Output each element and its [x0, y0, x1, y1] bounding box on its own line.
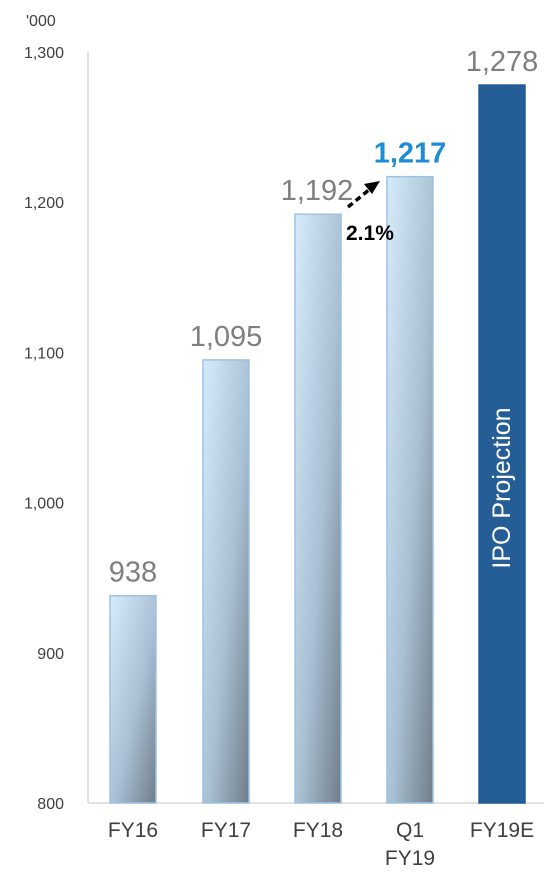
category-label: FY17: [201, 819, 251, 842]
y-tick-labels: 800 900 1,000 1,100 1,200 1,300: [24, 45, 64, 813]
category-label: Q1: [396, 819, 424, 842]
data-label: 1,095: [190, 321, 263, 353]
data-label: 938: [109, 557, 157, 589]
data-label: 1,278: [466, 46, 539, 78]
y-tick-label: 800: [37, 796, 64, 813]
y-tick-label: 1,200: [24, 195, 64, 212]
projection-bar-label: IPO Projection: [488, 407, 516, 568]
bars: IPO Projection: [109, 84, 526, 804]
bar: [294, 213, 342, 804]
data-label-highlight: 1,217: [374, 138, 447, 170]
y-tick-label: 1,000: [24, 496, 64, 513]
bar: [202, 359, 250, 804]
category-label: FY19E: [470, 819, 534, 842]
y-tick-label: 900: [37, 646, 64, 663]
bar: [386, 175, 434, 804]
data-label: 1,192: [281, 175, 354, 207]
y-tick-label: 1,100: [24, 345, 64, 362]
growth-annotation: 2.1%: [346, 181, 394, 245]
category-label: FY18: [293, 819, 343, 842]
growth-arrow-head-icon: [364, 181, 380, 194]
y-tick-label: 1,300: [24, 45, 64, 62]
category-label: FY19: [385, 847, 435, 870]
growth-arrow-dashed-line: [346, 187, 372, 209]
growth-percent-label: 2.1%: [346, 222, 394, 245]
data-labels: 938 1,095 1,192 1,217 1,278: [109, 46, 538, 589]
category-label: FY16: [108, 819, 158, 842]
category-labels: FY16 FY17 FY18 Q1 FY19 FY19E: [108, 819, 534, 870]
y-axis-unit-label: '000: [26, 13, 56, 30]
bar-projection: [478, 84, 526, 804]
bar: [109, 594, 157, 804]
